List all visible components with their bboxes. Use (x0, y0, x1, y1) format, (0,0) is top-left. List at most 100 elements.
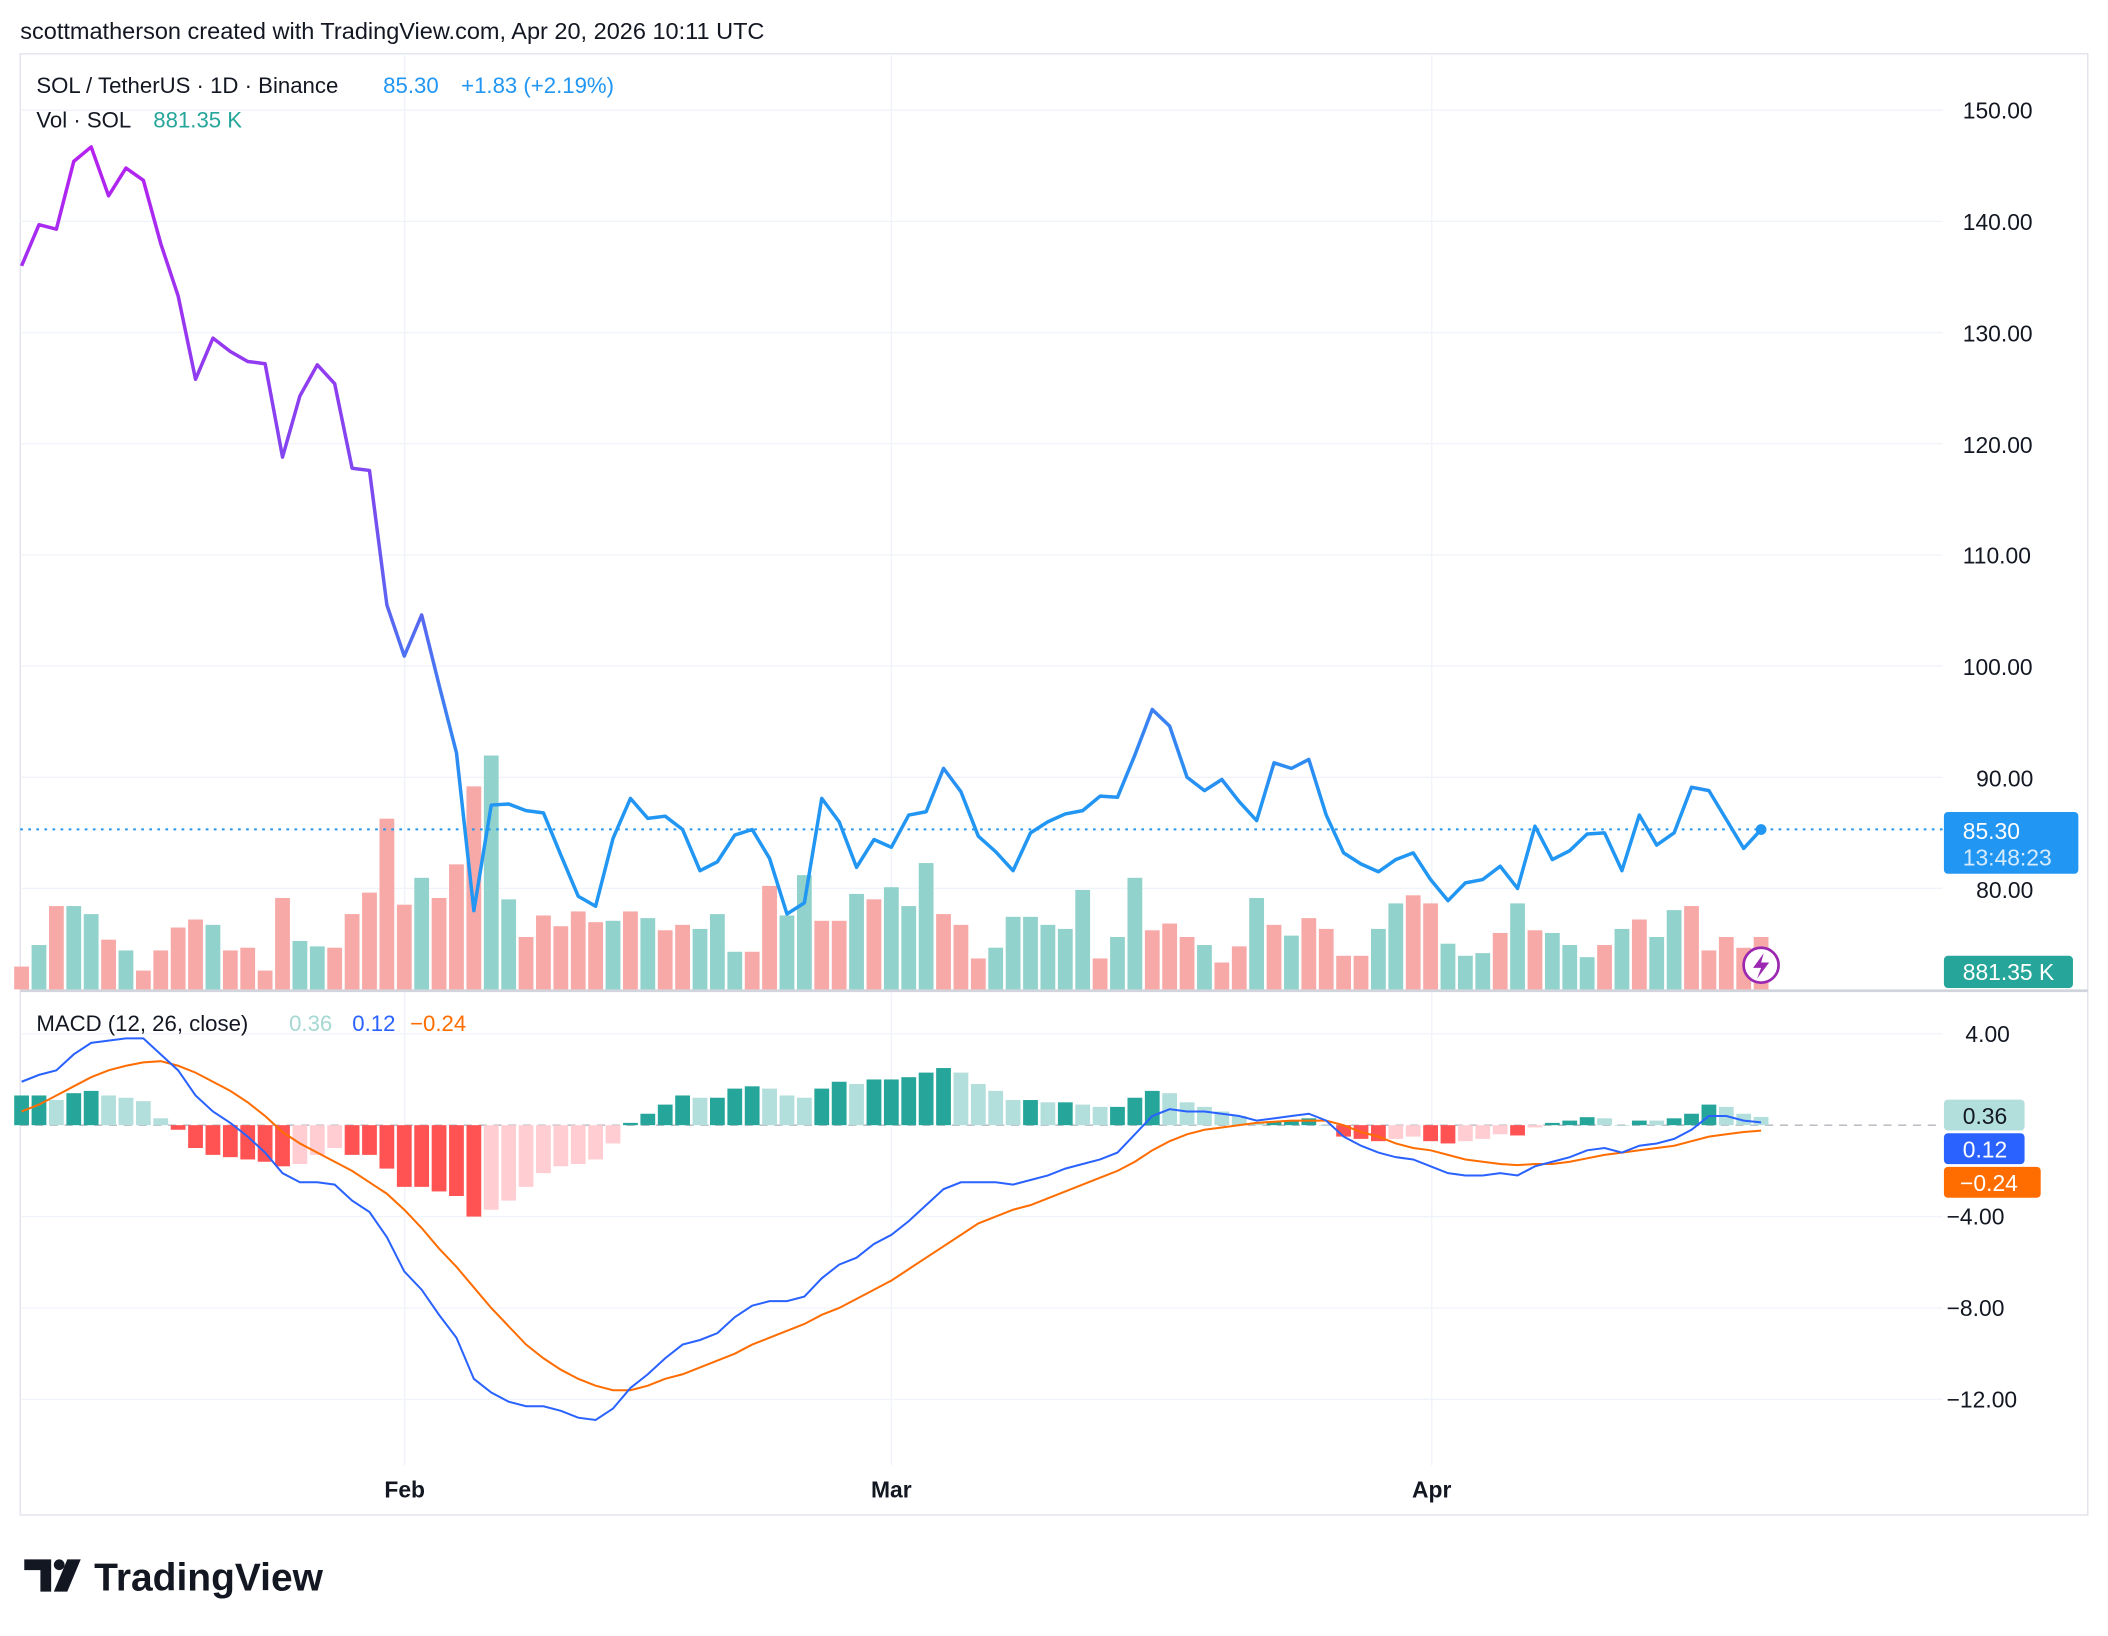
tradingview-logo[interactable]: TradingView (24, 1556, 324, 1599)
time-axis[interactable]: Feb Mar Apr (384, 1477, 1451, 1503)
macd-axis[interactable]: 4.00 −4.00 −8.00 −12.00 (1947, 1021, 2018, 1413)
macd-histogram-bar (257, 1125, 273, 1162)
volume-bar (814, 920, 830, 990)
volume-bar (153, 950, 169, 990)
volume-bar (1475, 953, 1491, 990)
macd-histogram-bar (1179, 1102, 1195, 1126)
volume-bar (466, 786, 482, 990)
macd-histogram-bar (1440, 1125, 1456, 1144)
price-tick: 110.00 (1963, 542, 2031, 568)
macd-histogram-bar (1284, 1120, 1299, 1126)
macd-line-badge (1943, 1133, 2025, 1165)
chart-frame (19, 53, 2089, 1516)
volume-bar (675, 924, 690, 990)
volume-bar (640, 918, 656, 990)
macd-histogram-bar (483, 1125, 499, 1210)
volume-bar (727, 951, 743, 990)
volume-legend[interactable]: Vol · SOL (36, 108, 131, 133)
tradingview-logo-text: TradingView (94, 1556, 324, 1599)
macd-histogram-bar (1110, 1106, 1125, 1126)
macd-histogram-bar (901, 1077, 917, 1126)
volume-bar (883, 887, 899, 990)
macd-histogram-bar (501, 1125, 517, 1201)
macd-legend-macd: 0.12 (352, 1011, 395, 1036)
macd-histogram-bar (866, 1079, 882, 1126)
macd-histogram-bar (831, 1081, 847, 1126)
symbol-legend[interactable]: SOL / TetherUS · 1D · Binance (36, 73, 338, 98)
volume-bar (1284, 935, 1299, 990)
macd-histogram-bar (588, 1125, 604, 1160)
volume-bar (1249, 897, 1265, 990)
volume-bar (1492, 932, 1508, 990)
macd-histogram-bar (762, 1088, 777, 1126)
volume-bar (1457, 955, 1473, 990)
volume-bar (1162, 923, 1178, 990)
macd-histogram-bar (1510, 1125, 1525, 1136)
macd-histogram-bar (1544, 1122, 1560, 1126)
volume-bar (101, 939, 116, 990)
macd-histogram-bar (1266, 1121, 1282, 1126)
volume-bar (431, 897, 447, 990)
volume-bar (553, 926, 569, 990)
volume-bar (588, 922, 604, 990)
macd-histogram-bar (1405, 1125, 1421, 1137)
last-price-badge-value: 85.30 (1963, 818, 2020, 844)
macd-histogram-bar (1562, 1120, 1578, 1126)
macd-histogram-bar (1318, 1125, 1334, 1126)
price-tick: 90.00 (1976, 765, 2033, 791)
credit-line: scottmatherson created with TradingView.… (20, 18, 764, 44)
volume-bar (501, 899, 517, 990)
volume-bar (1631, 919, 1647, 990)
volume-bar (170, 927, 186, 990)
macd-histogram-bar (1527, 1125, 1543, 1128)
macd-histogram-bar (362, 1125, 377, 1155)
lightning-icon[interactable] (1742, 946, 1780, 985)
macd-histogram-bar (709, 1097, 725, 1126)
volume-bar (31, 945, 47, 990)
macd-histogram-bar (1736, 1113, 1752, 1126)
macd-signal-line (21, 1060, 1762, 1392)
macd-histogram-bar (188, 1125, 203, 1149)
price-axis[interactable]: 150.00 140.00 130.00 120.00 110.00 100.0… (1963, 97, 2034, 903)
time-label-mar: Mar (871, 1477, 912, 1503)
volume-bar (605, 920, 621, 990)
volume-bar (1144, 930, 1160, 990)
volume-bar (449, 864, 464, 990)
volume-bar (1040, 924, 1056, 990)
volume-bar (275, 897, 290, 990)
macd-histogram-bar (1753, 1116, 1769, 1126)
macd-tick: −4.00 (1947, 1204, 2005, 1230)
price-tick: 100.00 (1963, 654, 2033, 680)
macd-histogram-bar (570, 1125, 586, 1165)
macd-histogram-bar (1666, 1118, 1682, 1126)
volume-bar (936, 914, 951, 990)
volume-bar (66, 906, 82, 990)
volume-bar (1388, 903, 1404, 990)
volume-bar (205, 924, 221, 990)
volume-bar (118, 950, 134, 990)
macd-histogram-bar (1388, 1125, 1404, 1139)
macd-histogram-bar (1075, 1104, 1091, 1126)
volume-bar (1127, 877, 1143, 990)
volume-bar (1579, 957, 1595, 990)
macd-histogram-bar (953, 1072, 969, 1126)
volume-bar (1440, 943, 1456, 990)
macd-histogram-bar (970, 1084, 986, 1126)
volume-bar (14, 966, 29, 990)
legend-last-price: 85.30 (383, 73, 438, 98)
volume-bar (849, 893, 864, 990)
macd-histogram-bar (988, 1090, 1004, 1126)
volume-bar (1214, 962, 1230, 990)
volume-bar (1057, 928, 1073, 990)
volume-bar (866, 899, 882, 990)
macd-histogram-bar (657, 1104, 673, 1126)
macd-tick: 4.00 (1965, 1021, 2009, 1047)
macd-legend[interactable]: MACD (12, 26, close) (36, 1011, 248, 1036)
price-tick: 120.00 (1963, 432, 2033, 458)
volume-bar (901, 906, 917, 990)
macd-histogram (14, 1068, 1769, 1217)
macd-histogram-bar (1336, 1125, 1352, 1137)
price-tick: 130.00 (1963, 320, 2033, 346)
volume-bar (1562, 945, 1578, 990)
